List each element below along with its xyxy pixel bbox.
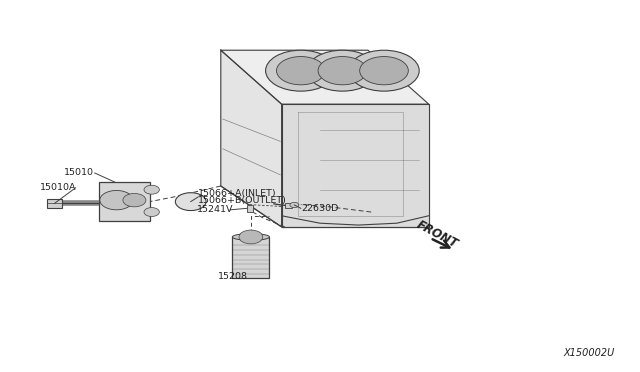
Polygon shape xyxy=(221,50,282,227)
Text: 15066+B(OUTLET): 15066+B(OUTLET) xyxy=(198,196,287,205)
Text: 15010A: 15010A xyxy=(40,183,77,192)
Circle shape xyxy=(290,202,299,208)
Text: 15208: 15208 xyxy=(218,272,248,280)
Circle shape xyxy=(100,190,133,210)
Circle shape xyxy=(175,193,206,211)
Bar xyxy=(47,199,62,208)
Bar xyxy=(247,205,253,212)
Circle shape xyxy=(144,208,159,217)
Bar xyxy=(232,237,269,278)
Circle shape xyxy=(266,50,336,91)
Circle shape xyxy=(239,230,263,244)
Text: 15241V: 15241V xyxy=(196,205,233,214)
Text: FRONT: FRONT xyxy=(415,218,460,251)
Circle shape xyxy=(349,50,419,91)
Circle shape xyxy=(318,57,367,85)
Bar xyxy=(246,232,256,237)
Circle shape xyxy=(276,57,325,85)
Text: 22630D: 22630D xyxy=(301,204,338,213)
Bar xyxy=(99,182,150,221)
Circle shape xyxy=(307,50,378,91)
Circle shape xyxy=(123,193,146,207)
Text: 15066+A(INLET): 15066+A(INLET) xyxy=(198,189,277,198)
Circle shape xyxy=(144,185,159,194)
Polygon shape xyxy=(282,104,429,227)
Polygon shape xyxy=(221,50,429,104)
Ellipse shape xyxy=(232,234,269,240)
Bar xyxy=(285,203,292,208)
Text: X150002U: X150002U xyxy=(563,348,614,358)
Text: 15010: 15010 xyxy=(64,169,94,177)
Circle shape xyxy=(360,57,408,85)
